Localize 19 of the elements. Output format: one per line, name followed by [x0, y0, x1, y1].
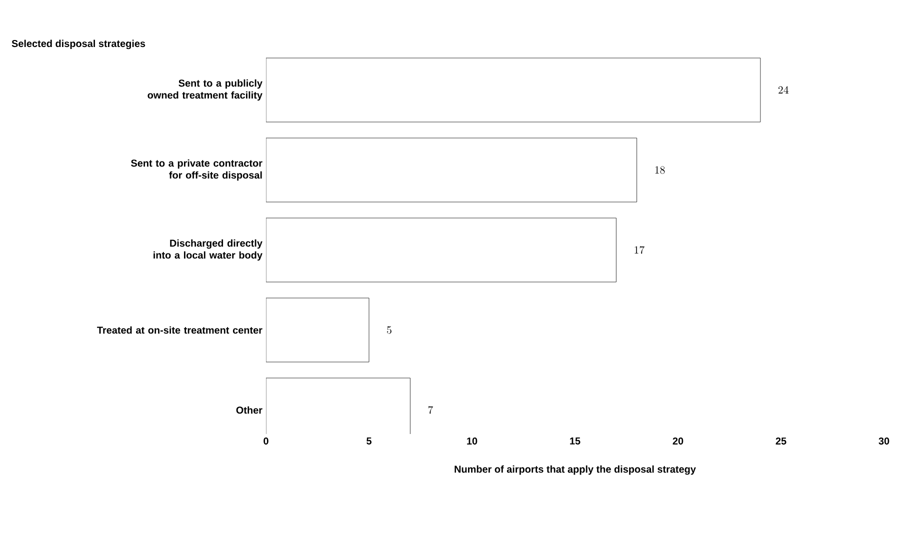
y-axis-title: Selected disposal strategies: [12, 40, 146, 50]
data-label: 18: [655, 166, 665, 174]
y-tick-label: Discharged directly into a local water body: [154, 239, 262, 261]
x-tick-label: 20: [672, 438, 684, 445]
x-tick-label: 5: [366, 438, 372, 444]
data-label: 24: [778, 86, 789, 94]
data-label: 17: [634, 246, 644, 254]
x-tick-label: 30: [878, 438, 890, 445]
y-tick-label: Other: [236, 406, 262, 414]
y-tick-label: Sent to a publicly owned treatment facility: [148, 79, 262, 101]
data-label: 5: [387, 326, 392, 334]
y-tick-label: Sent to a private contractor for off-site disposal: [131, 159, 262, 181]
data-label: 7: [428, 406, 434, 414]
y-tick-label: Treated at on-site treatment center: [97, 326, 262, 334]
x-tick-label: 15: [570, 438, 580, 444]
x-axis-title: Number of airports that apply the disposal strategy: [454, 465, 696, 475]
x-tick-label: 0: [264, 438, 268, 445]
x-tick-label: 10: [467, 438, 478, 445]
x-tick-label: 25: [776, 438, 786, 445]
